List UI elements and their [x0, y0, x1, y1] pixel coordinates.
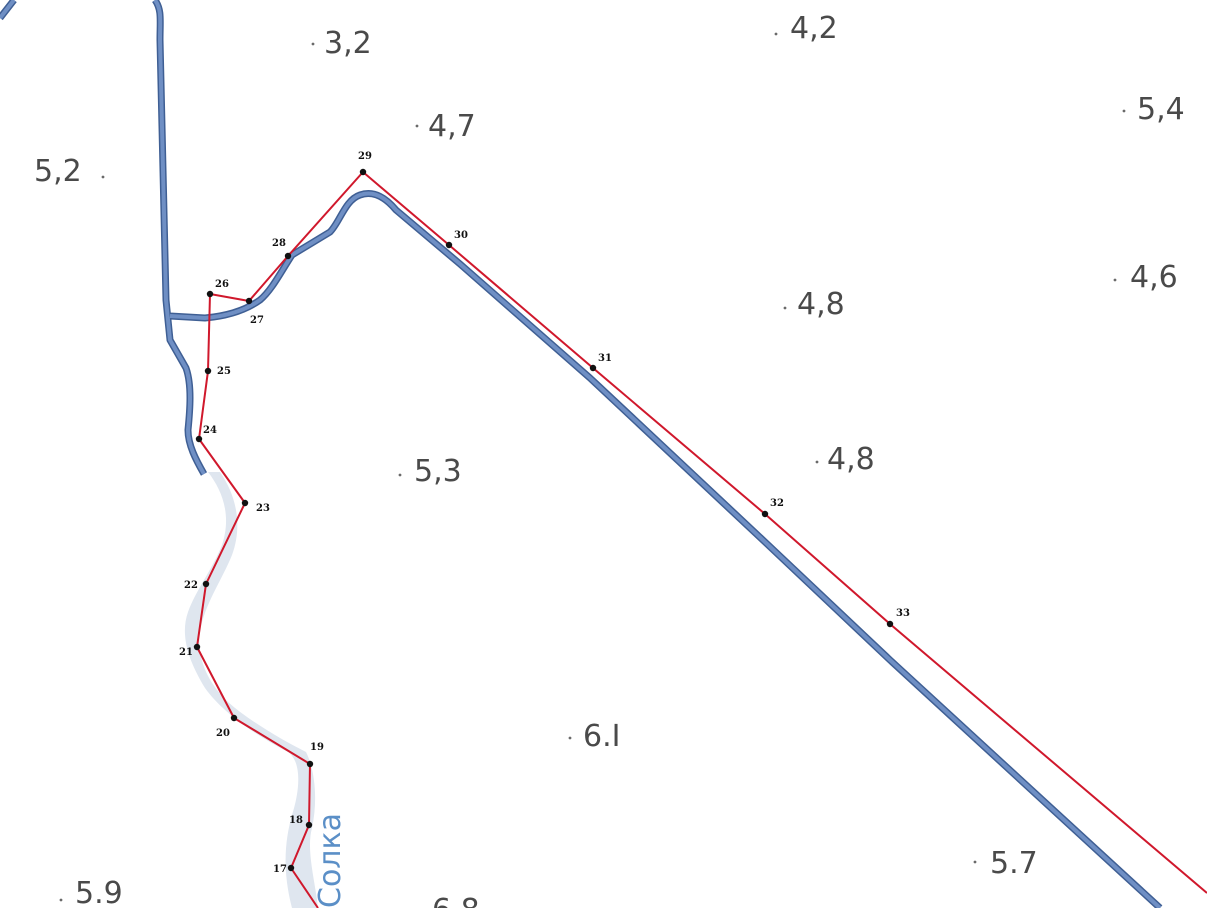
elevation-dot-e1 [311, 42, 315, 46]
boundary-vertex-label-23: 23 [256, 503, 270, 514]
boundary-vertex-label-29: 29 [358, 151, 372, 162]
elevation-mark-e3: 5,4 [1137, 92, 1185, 127]
elevation-dot-e3 [1122, 109, 1126, 113]
elevation-dot-e10 [568, 736, 572, 740]
boundary-vertex-label-26: 26 [215, 279, 229, 290]
river-area [184, 472, 318, 908]
boundary-vertex-label-20: 20 [216, 728, 230, 739]
boundary-vertex-label-21: 21 [179, 647, 193, 658]
boundary-vertex-21 [193, 643, 201, 651]
elevation-dot-e7 [783, 306, 787, 310]
elevation-mark-e7: 4,8 [797, 287, 845, 322]
boundary-vertex-30 [445, 241, 453, 249]
boundary-vertex-28 [284, 252, 292, 260]
boundary-vertex-labels: 17 18 19 20 21 22 23 24 25 26 27 28 29 30 31 32 33 [179, 151, 910, 875]
boundary-vertex-33 [886, 620, 894, 628]
elevation-dot-e6 [1113, 278, 1117, 282]
boundary-vertex-label-24: 24 [203, 425, 217, 436]
boundary-vertex-23 [241, 499, 249, 507]
boundary-vertex-20 [230, 714, 238, 722]
elevation-dot-e4 [415, 124, 419, 128]
boundary-vertex-label-27: 27 [250, 315, 264, 326]
boundary-vertex-label-18: 18 [289, 815, 303, 826]
elevation-dot-e12 [59, 898, 63, 902]
elevation-mark-e4: 4,7 [428, 109, 476, 144]
elevation-mark-e6: 4,6 [1130, 260, 1178, 295]
boundary-vertex-18 [305, 821, 313, 829]
elevation-mark-e8: 5,3 [414, 454, 462, 489]
road-line [0, 0, 1162, 908]
elevation-mark-e13: 6.8 [432, 893, 480, 908]
boundary-vertex-label-28: 28 [272, 238, 286, 249]
elevation-mark-e10: 6.I [583, 719, 620, 754]
boundary-vertex-22 [202, 580, 210, 588]
elevation-mark-e5: 5,2 [34, 154, 82, 189]
elevation-mark-e11: 5.7 [990, 846, 1038, 881]
elevation-dot-e11 [973, 860, 977, 864]
boundary-vertex-27 [245, 297, 253, 305]
boundary-vertex-31 [589, 364, 597, 372]
elevation-marks: 3,2 4,2 5,4 4,7 5,2 4,6 4,8 5,3 4,8 6.I 5.7 5.9 6.8 [34, 11, 1185, 908]
elevation-dot-e9 [815, 460, 819, 464]
elevation-dot-e2 [774, 32, 778, 36]
boundary-vertex-19 [306, 760, 314, 768]
boundary-vertex-label-33: 33 [896, 608, 910, 619]
elevation-dot-e5 [101, 175, 105, 179]
road-group [0, 0, 1163, 908]
boundary-vertex-label-17: 17 [273, 864, 287, 875]
boundary-vertex-32 [761, 510, 769, 518]
elevation-mark-e1: 3,2 [324, 26, 372, 61]
elevation-dot-e8 [398, 473, 402, 477]
boundary-vertices [193, 168, 894, 872]
boundary-vertex-label-22: 22 [184, 580, 198, 591]
elevation-mark-e9: 4,8 [827, 442, 875, 477]
elevation-mark-e2: 4,2 [790, 11, 838, 46]
boundary-vertex-24 [195, 435, 203, 443]
boundary-vertex-label-30: 30 [454, 230, 468, 241]
boundary-vertex-label-25: 25 [217, 366, 231, 377]
river-name-label: Солка [313, 813, 348, 908]
boundary-vertex-29 [359, 168, 367, 176]
boundary-vertex-label-31: 31 [598, 353, 612, 364]
boundary-vertex-25 [204, 367, 212, 375]
elevation-mark-e12: 5.9 [75, 876, 123, 908]
boundary-vertex-26 [206, 290, 214, 298]
boundary-vertex-label-32: 32 [770, 498, 784, 509]
boundary-vertex-17 [287, 864, 295, 872]
boundary-vertex-label-19: 19 [310, 742, 324, 753]
